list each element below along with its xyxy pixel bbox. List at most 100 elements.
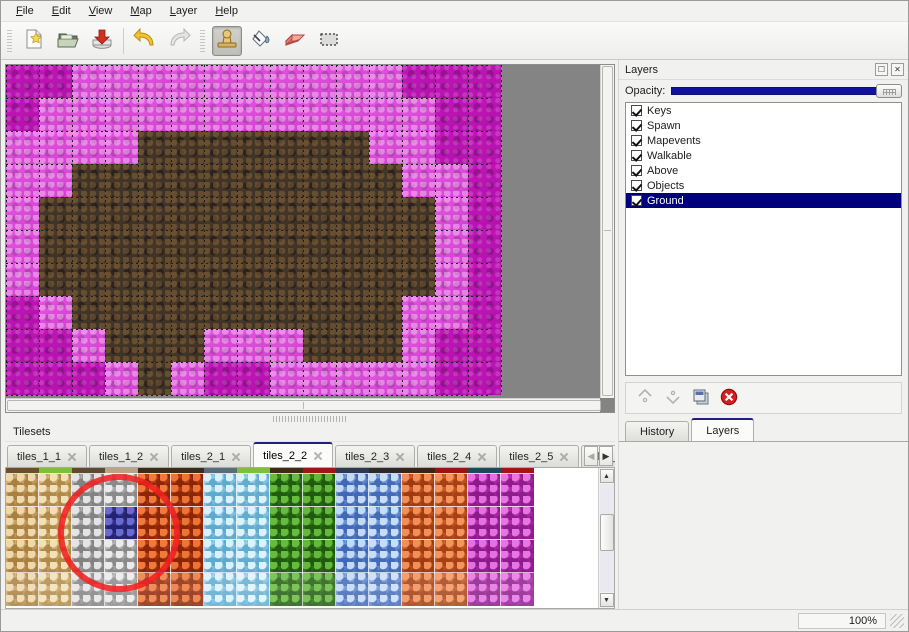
map-tile[interactable] [369,131,402,164]
palette-tile[interactable] [402,468,435,474]
map-tile[interactable] [39,263,72,296]
map-tile[interactable] [402,197,435,230]
palette-tile[interactable] [138,468,171,474]
map-tile[interactable] [204,263,237,296]
palette-tile[interactable] [368,473,403,508]
map-tile[interactable] [270,230,303,263]
duplicate-layer-button[interactable] [690,387,712,409]
palette-tile[interactable] [434,506,469,541]
palette-tile[interactable] [71,473,106,508]
palette-tile[interactable] [467,506,502,541]
palette-tile[interactable] [6,473,40,508]
layer-visibility-checkbox[interactable] [631,105,642,116]
map-tile[interactable] [204,296,237,329]
map-tile[interactable] [369,98,402,131]
menu-layer[interactable]: Layer [169,5,198,17]
map-tile[interactable] [237,164,270,197]
map-tile[interactable] [270,98,303,131]
layer-list-item[interactable]: Above [626,163,901,178]
palette-tile[interactable] [170,473,205,508]
tileset-tab[interactable]: tiles_1_2 [89,445,170,467]
select-tool-button[interactable] [314,26,344,56]
fill-tool-button[interactable] [246,26,276,56]
map-tile[interactable] [138,230,171,263]
map-tile[interactable] [171,164,204,197]
palette-tile[interactable] [336,468,369,474]
layer-list-item[interactable]: Keys [626,103,901,118]
map-tile[interactable] [336,65,369,98]
map-tile[interactable] [237,65,270,98]
map-tile[interactable] [72,362,105,395]
map-tile[interactable] [303,65,336,98]
palette-tile[interactable] [467,473,502,508]
palette-tile[interactable] [38,539,73,574]
new-file-button[interactable] [19,26,49,56]
map-tile[interactable] [435,131,468,164]
map-tile[interactable] [105,164,138,197]
map-tile[interactable] [72,329,105,362]
map-tile[interactable] [468,296,501,329]
map-tile[interactable] [468,362,501,395]
tileset-tab-close-icon[interactable] [231,452,241,462]
map-tile-grid[interactable] [6,65,501,395]
palette-tile[interactable] [137,539,172,574]
map-tile[interactable] [237,329,270,362]
map-tile[interactable] [6,362,39,395]
palette-tile[interactable] [236,539,271,574]
map-tile[interactable] [138,65,171,98]
redo-button[interactable] [164,26,194,56]
map-tile[interactable] [402,230,435,263]
map-tile[interactable] [402,98,435,131]
map-tile[interactable] [336,362,369,395]
palette-tile[interactable] [335,473,370,508]
map-tile[interactable] [402,65,435,98]
tileset-tab-close-icon[interactable] [149,452,159,462]
palette-tile[interactable] [71,506,106,541]
move-layer-up-button[interactable] [634,387,656,409]
palette-tile[interactable] [269,473,304,508]
palette-tile[interactable] [104,506,139,541]
layer-visibility-checkbox[interactable] [631,195,642,206]
undo-button[interactable] [130,26,160,56]
map-tile[interactable] [270,263,303,296]
tileset-tab[interactable]: tiles_2_5 [499,445,580,467]
palette-tile[interactable] [401,506,436,541]
tileset-palette[interactable] [6,468,598,608]
map-tile[interactable] [237,98,270,131]
palette-vertical-scrollbar[interactable]: ▲ ▼ [598,468,614,608]
palette-tile[interactable] [401,473,436,508]
map-tile[interactable] [72,131,105,164]
map-tile[interactable] [237,362,270,395]
map-tile[interactable] [204,329,237,362]
map-tile[interactable] [72,164,105,197]
map-tile[interactable] [435,197,468,230]
palette-tile[interactable] [71,539,106,574]
palette-tile[interactable] [38,473,73,508]
palette-tile[interactable] [434,539,469,574]
right-dock-tabs[interactable]: History Layers [619,418,908,442]
menu-help[interactable]: Help [215,5,238,17]
canvas-horizontal-scrollbar[interactable] [6,398,601,412]
palette-tile[interactable] [170,539,205,574]
palette-tile[interactable] [269,572,304,607]
map-tile[interactable] [270,131,303,164]
palette-tile[interactable] [236,506,271,541]
palette-tile[interactable] [137,473,172,508]
toolbar-grip-2[interactable] [199,27,207,54]
palette-tile[interactable] [401,539,436,574]
dock-tab-layers[interactable]: Layers [691,418,755,441]
palette-tile[interactable] [104,473,139,508]
map-tile[interactable] [204,98,237,131]
palette-tile[interactable] [500,506,535,541]
map-tile[interactable] [468,65,501,98]
layer-visibility-checkbox[interactable] [631,165,642,176]
map-tile[interactable] [336,230,369,263]
map-tile[interactable] [6,131,39,164]
palette-tile[interactable] [71,572,106,607]
palette-tile[interactable] [137,572,172,607]
map-tile[interactable] [270,164,303,197]
tileset-tab-prev-button[interactable]: ◀ [584,446,598,466]
palette-tile[interactable] [368,572,403,607]
palette-tile[interactable] [335,539,370,574]
window-resize-grip[interactable] [890,613,904,628]
